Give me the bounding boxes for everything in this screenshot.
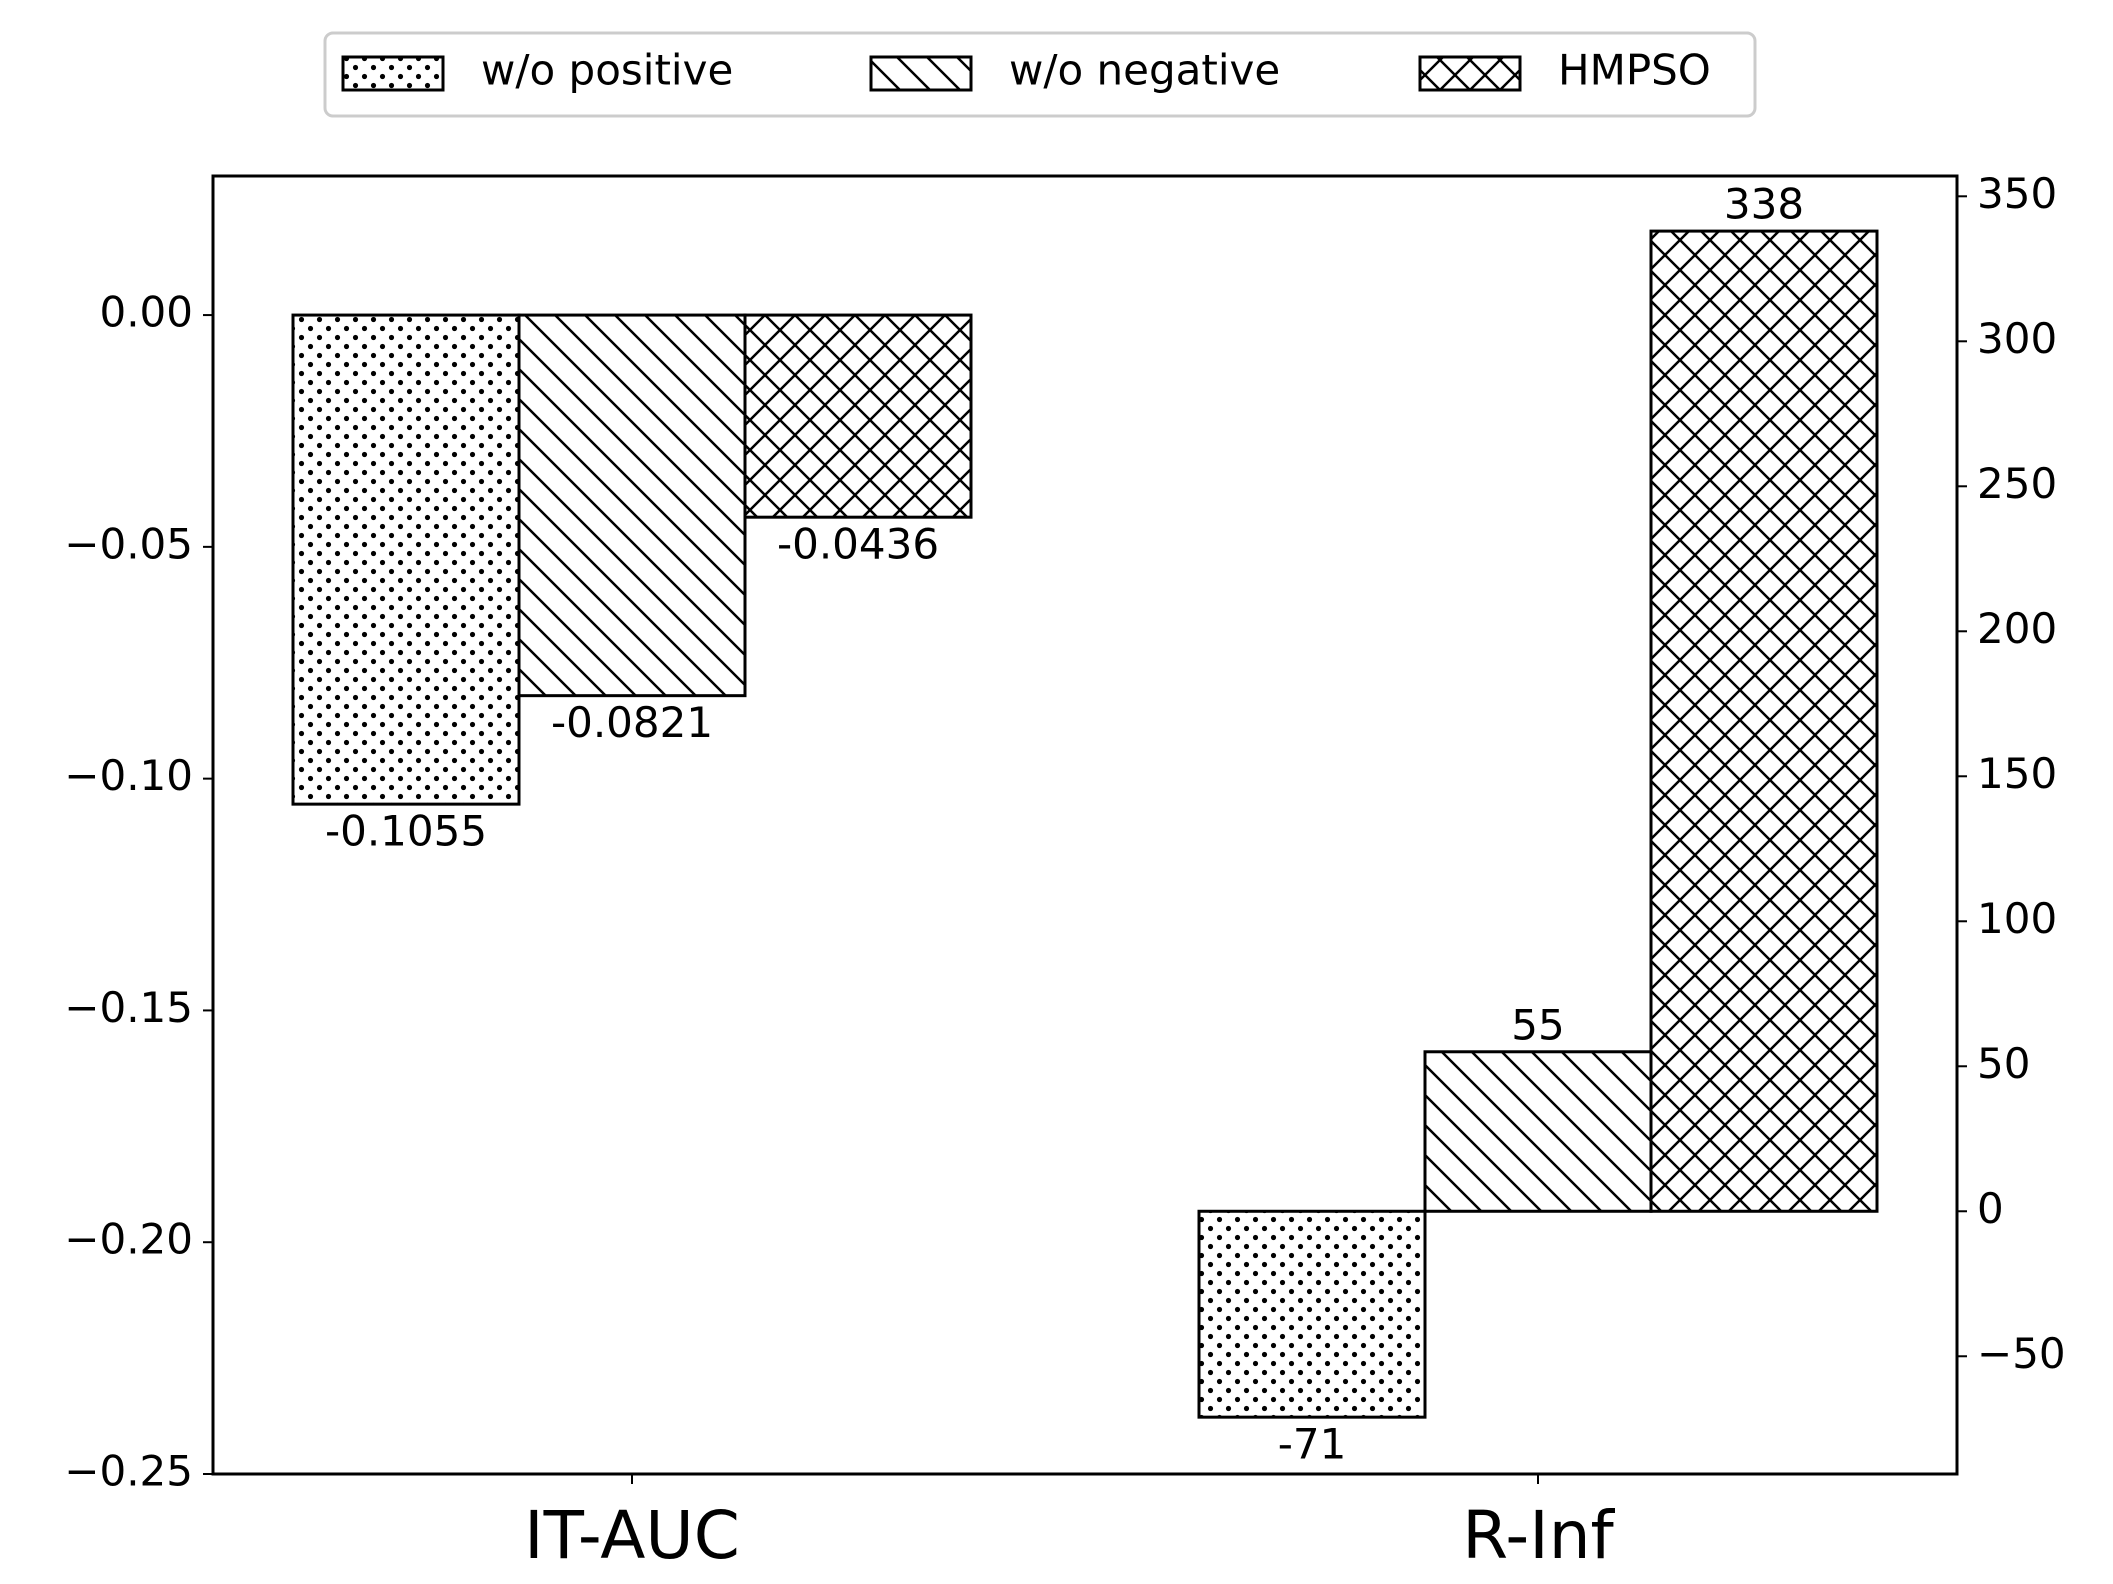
y-tick-label: −0.25 — [64, 1447, 193, 1496]
legend-label: HMPSO — [1558, 46, 1711, 95]
y2-tick-label: 50 — [1977, 1039, 2030, 1088]
bar — [1197, 1209, 1427, 1419]
y-tick-label: −0.10 — [64, 751, 193, 800]
x-tick-label: R-Inf — [1462, 1497, 1615, 1574]
bar — [291, 313, 521, 806]
y-tick-label: −0.15 — [64, 983, 193, 1032]
y2-tick-label: 0 — [1977, 1184, 2004, 1233]
y2-tick-label: 200 — [1977, 604, 2057, 653]
x-tick-label: IT-AUC — [524, 1497, 740, 1574]
legend-label: w/o negative — [1009, 46, 1280, 95]
y2-tick-label: 100 — [1977, 894, 2057, 943]
bar — [517, 313, 747, 698]
y2-tick-label: 300 — [1977, 314, 2057, 363]
y2-tick-label: −50 — [1977, 1329, 2066, 1378]
y-tick-label: −0.05 — [64, 519, 193, 568]
value-label: -0.0436 — [777, 520, 939, 569]
value-label: -71 — [1278, 1420, 1347, 1469]
legend-swatch — [1418, 55, 1522, 92]
value-label: 55 — [1511, 1000, 1564, 1049]
y-tick-label: −0.20 — [64, 1215, 193, 1264]
bar — [1423, 1050, 1653, 1213]
bar — [743, 313, 973, 519]
value-label: -0.1055 — [325, 807, 487, 856]
legend-swatch — [869, 55, 973, 92]
y2-tick-label: 150 — [1977, 749, 2057, 798]
value-label: -0.0821 — [551, 698, 713, 747]
value-label: 338 — [1724, 180, 1804, 229]
plot-frame — [211, 174, 1959, 1476]
legend-label: w/o positive — [481, 46, 733, 95]
legend-swatch — [341, 55, 445, 92]
bar — [1649, 229, 1879, 1213]
legend-box — [323, 31, 1757, 118]
y-tick-label: 0.00 — [99, 288, 193, 337]
y2-tick-label: 350 — [1977, 169, 2057, 218]
y2-tick-label: 250 — [1977, 459, 2057, 508]
